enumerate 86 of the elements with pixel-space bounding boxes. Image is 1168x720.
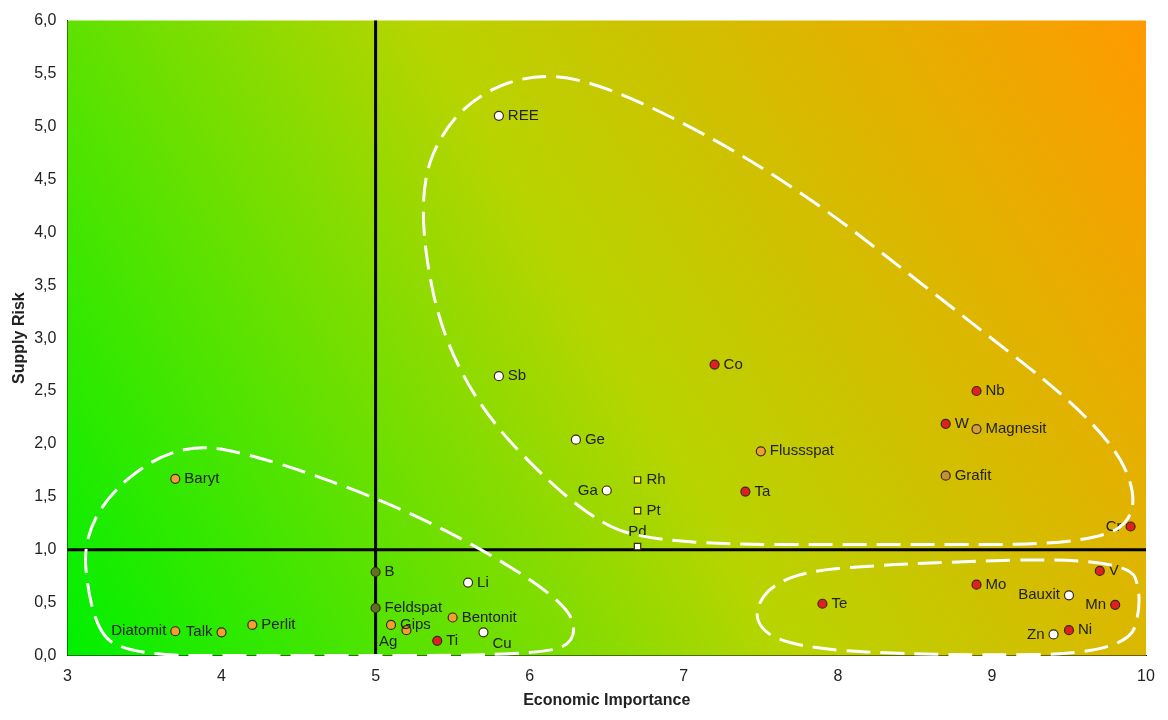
annotation: Ga bbox=[577, 480, 599, 498]
y-tick-label: 2,5 bbox=[34, 381, 57, 399]
annotation: W bbox=[954, 413, 970, 431]
annotation: Baryt bbox=[184, 469, 221, 486]
point bbox=[971, 385, 982, 397]
point bbox=[1048, 629, 1059, 640]
point bbox=[216, 627, 227, 638]
x-tick-label: 3 bbox=[62, 666, 72, 684]
annotation: Talk bbox=[185, 622, 214, 640]
y-tick-label: 4,0 bbox=[34, 222, 57, 240]
annotation: Ag bbox=[379, 632, 398, 650]
annotation: B bbox=[384, 562, 395, 580]
annotation: Ge bbox=[584, 429, 605, 447]
y-tick-label: 3,5 bbox=[34, 275, 57, 293]
annotation: Co bbox=[723, 354, 743, 372]
annotation: Mo bbox=[985, 574, 1007, 592]
x-tick-label: 8 bbox=[833, 666, 843, 684]
y-tick-label: 2,0 bbox=[34, 434, 57, 452]
annotation: Gips bbox=[400, 615, 431, 633]
annotation: Feldspat bbox=[384, 598, 443, 616]
x-tick-label: 7 bbox=[679, 666, 689, 684]
annotation: V bbox=[1108, 561, 1119, 579]
annotation: Bentonit bbox=[461, 607, 518, 625]
y-tick-label: 5,0 bbox=[34, 116, 57, 134]
point bbox=[478, 627, 489, 638]
y-axis-title: Supply Risk bbox=[10, 292, 28, 384]
annotation: Ti bbox=[446, 630, 459, 648]
point bbox=[170, 473, 181, 484]
y-tick-label: 4,5 bbox=[34, 169, 57, 187]
annotation: Bauxit bbox=[1018, 585, 1061, 603]
annotation: Sb bbox=[507, 366, 527, 384]
point bbox=[462, 577, 474, 588]
x-tick-label: 10 bbox=[1137, 666, 1155, 684]
annotation: Mn bbox=[1085, 594, 1107, 612]
point bbox=[1110, 599, 1121, 610]
y-tick-label: 5,5 bbox=[34, 63, 57, 81]
point bbox=[1063, 625, 1075, 636]
point bbox=[633, 476, 642, 484]
y-tick-label: 1,5 bbox=[34, 487, 57, 505]
x-tick-label: 9 bbox=[987, 666, 997, 684]
annotation: Te bbox=[831, 593, 848, 611]
point bbox=[370, 602, 381, 614]
y-tick-label: 0,5 bbox=[34, 593, 57, 611]
point bbox=[1125, 521, 1136, 532]
annotation: Ta bbox=[754, 481, 771, 499]
point bbox=[940, 418, 951, 429]
point bbox=[940, 470, 951, 481]
x-tick-label: 4 bbox=[217, 666, 227, 684]
point bbox=[709, 359, 720, 370]
point bbox=[493, 371, 504, 382]
point bbox=[493, 110, 504, 121]
annotation: REE bbox=[507, 105, 539, 123]
x-tick-label: 6 bbox=[525, 666, 535, 684]
point bbox=[447, 612, 458, 623]
point bbox=[1063, 590, 1075, 601]
annotation: Grafit bbox=[954, 465, 993, 483]
y-tick-label: 6,0 bbox=[34, 11, 57, 29]
annotation: Pt bbox=[646, 500, 662, 518]
y-tick-label: 1,0 bbox=[34, 540, 57, 558]
point bbox=[1094, 565, 1105, 577]
y-tick-label: 0,0 bbox=[34, 646, 57, 664]
annotation: Rh bbox=[646, 470, 666, 488]
point bbox=[601, 485, 612, 496]
point bbox=[740, 486, 751, 497]
point bbox=[385, 619, 397, 631]
point bbox=[971, 424, 982, 435]
annotation: Zn bbox=[1027, 624, 1045, 642]
point bbox=[570, 434, 582, 445]
point bbox=[817, 598, 828, 609]
annotation: Perlit bbox=[261, 615, 297, 633]
annotation: Ni bbox=[1077, 620, 1093, 638]
point bbox=[432, 635, 443, 646]
annotation: Diatomit bbox=[111, 621, 168, 639]
x-tick-label: 5 bbox=[371, 666, 381, 684]
point bbox=[247, 619, 258, 631]
point bbox=[170, 626, 181, 637]
y-tick-label: 3,0 bbox=[34, 328, 57, 346]
point bbox=[971, 579, 982, 590]
annotation: Cu bbox=[492, 634, 512, 652]
annotation: Li bbox=[477, 572, 489, 590]
annotation: Nb bbox=[985, 381, 1005, 399]
point bbox=[755, 446, 766, 457]
point bbox=[370, 566, 381, 578]
annotation: Magnesit bbox=[985, 419, 1048, 437]
annotation: Flussspat bbox=[769, 441, 835, 459]
x-axis-title: Economic Importance bbox=[523, 690, 691, 708]
